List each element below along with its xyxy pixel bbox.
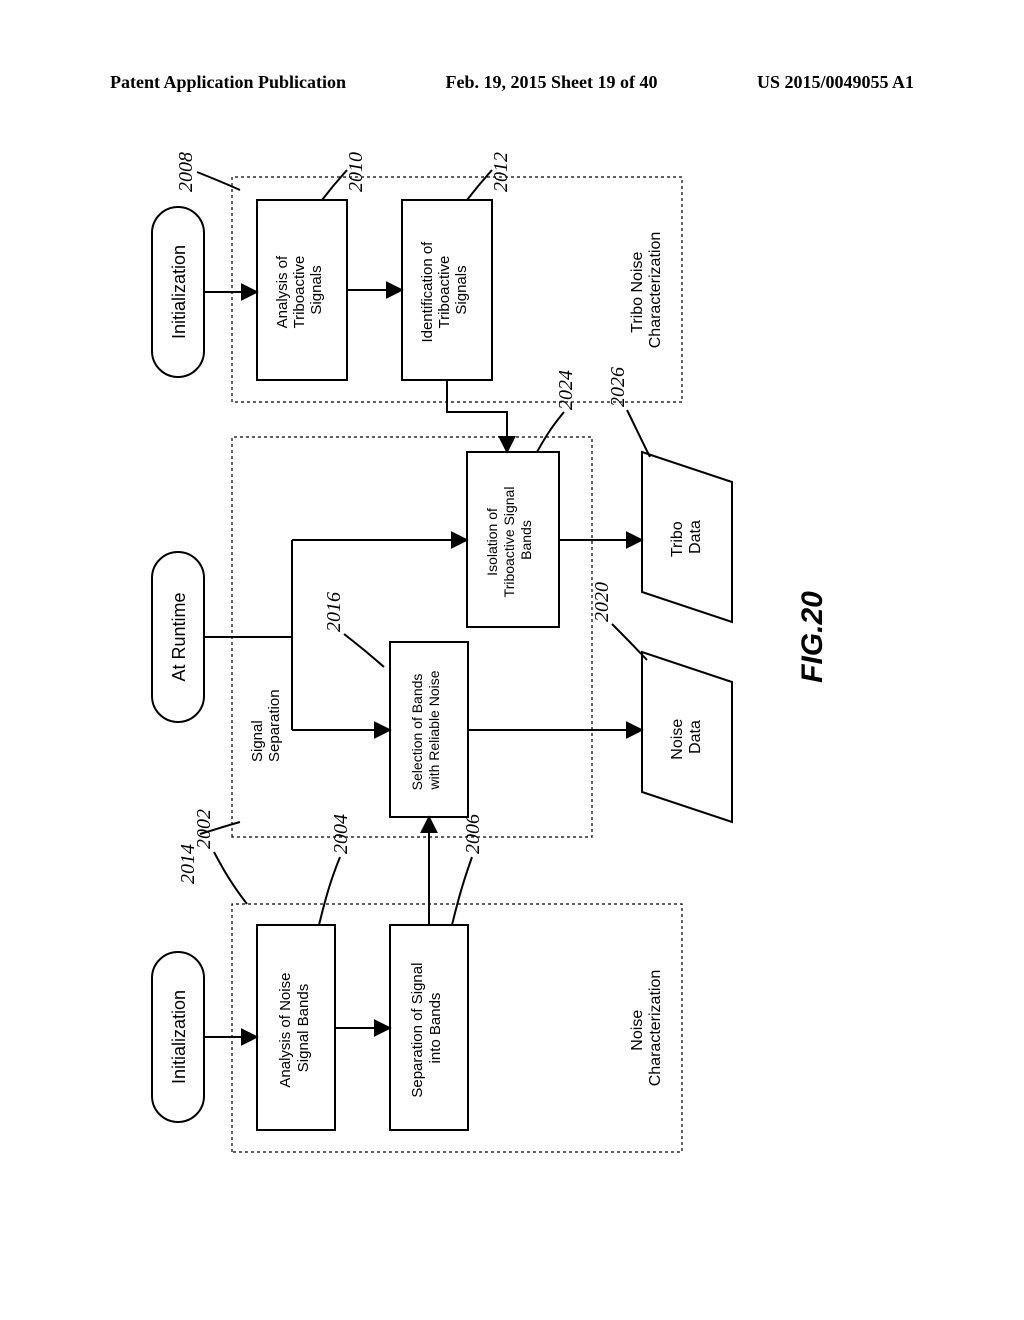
t-analysis-noise-2: Signal Bands <box>295 984 312 1072</box>
svg-text:Noise Data: Noise Data <box>669 714 704 759</box>
node-at-runtime: At Runtime <box>152 552 204 722</box>
svg-text:2020: 2020 <box>591 582 613 622</box>
label-2008: 2008 <box>175 152 240 192</box>
svg-text:2014: 2014 <box>177 844 199 884</box>
svg-text:2002: 2002 <box>193 809 215 849</box>
node-separation-bands: Separation of Signal into Bands <box>390 925 468 1130</box>
node-noise-data: Noise Data <box>642 652 732 822</box>
rotated-figure: Initialization 2002 Analysis of Noise Si… <box>122 152 902 1192</box>
t-analysis-noise-1: Analysis of Noise <box>277 973 294 1088</box>
svg-text:2010: 2010 <box>345 152 367 192</box>
label-2004: 2004 <box>319 814 352 925</box>
node-analysis-tribo: Analysis of Triboactive Signals <box>257 200 347 380</box>
caption-noise-char: Noise Characterization <box>629 970 664 1087</box>
node-selection-bands: Selection of Bands with Reliable Noise <box>390 642 468 817</box>
label-2010: 2010 <box>322 152 367 200</box>
label-2014: 2014 <box>177 822 240 884</box>
node-ident-tribo: Identification of Triboactive Signals <box>402 200 492 380</box>
arrow-ident-to-iso <box>447 380 507 452</box>
text-init-left: Initialization <box>169 990 189 1084</box>
label-2006: 2006 <box>452 814 484 925</box>
node-isolation-tribo: Isolation of Triboactive Signal Bands <box>467 452 559 627</box>
caption-tribo-char: Tribo Noise Characterization <box>629 232 664 349</box>
svg-text:Selection of Bands w: Selection of Bands with Reliable Noise <box>409 670 442 791</box>
figure-number: FIG.20 <box>796 591 829 683</box>
label-2012: 2012 <box>467 152 512 200</box>
label-2016: 2016 <box>323 592 384 667</box>
svg-text:At Runtime: At Runtime <box>169 592 189 681</box>
svg-text:2012: 2012 <box>490 152 512 192</box>
label-2024: 2024 <box>537 370 577 452</box>
node-initialization-right: Initialization <box>152 207 204 377</box>
svg-text:2024: 2024 <box>555 370 577 410</box>
svg-text:Analysis of Noise Si: Analysis of Noise Signal Bands <box>277 968 312 1087</box>
node-analysis-noise: Analysis of Noise Signal Bands <box>257 925 335 1130</box>
svg-text:2008: 2008 <box>175 152 197 192</box>
node-tribo-data: Tribo Data <box>642 452 732 622</box>
svg-text:2016: 2016 <box>323 592 345 632</box>
svg-text:2026: 2026 <box>607 367 629 407</box>
label-2026: 2026 <box>607 367 650 457</box>
node-initialization-left: Initialization <box>152 952 204 1122</box>
caption-signal-sep: Signal Separation <box>249 689 283 762</box>
svg-text:Initialization: Initialization <box>169 245 189 339</box>
svg-text:2006: 2006 <box>462 814 484 854</box>
svg-text:Tribo Data: Tribo Data <box>669 517 704 557</box>
label-2020: 2020 <box>591 582 647 660</box>
svg-text:2004: 2004 <box>330 814 352 854</box>
flowchart-svg: Initialization 2002 Analysis of Noise Si… <box>122 152 902 1192</box>
page-body: Initialization 2002 Analysis of Noise Si… <box>0 72 1024 1320</box>
